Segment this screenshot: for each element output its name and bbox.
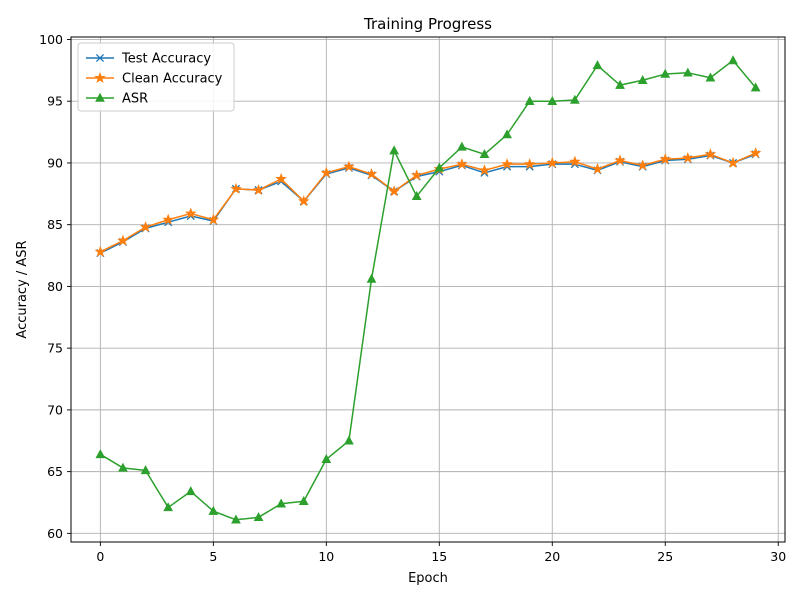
y-tick-label: 65 bbox=[47, 464, 63, 479]
clean-accuracy-point bbox=[343, 160, 355, 172]
clean-accuracy-point bbox=[139, 221, 152, 233]
legend-label: Clean Accuracy bbox=[122, 72, 223, 87]
y-tick-label: 60 bbox=[47, 526, 63, 541]
plot-area-frame bbox=[70, 36, 786, 543]
asr-point bbox=[682, 67, 693, 77]
legend-item-clean-accuracy: Clean Accuracy bbox=[86, 72, 223, 87]
legend-item-test-accuracy: Test Accuracy bbox=[86, 52, 211, 67]
x-tick-label: 30 bbox=[770, 549, 786, 564]
x-tick-label: 0 bbox=[96, 549, 104, 564]
series-clean-accuracy bbox=[94, 147, 762, 257]
clean-accuracy-point bbox=[230, 182, 242, 194]
x-tick-label: 10 bbox=[318, 549, 334, 564]
asr-point bbox=[389, 145, 399, 155]
asr-point bbox=[434, 162, 445, 172]
asr-point bbox=[298, 496, 309, 506]
asr-point bbox=[705, 72, 716, 82]
asr-point bbox=[344, 435, 354, 445]
asr-point bbox=[185, 486, 196, 496]
asr-point bbox=[457, 141, 467, 151]
asr-point bbox=[411, 191, 422, 201]
series-group bbox=[94, 55, 762, 524]
asr-point bbox=[615, 79, 625, 89]
legend-label: ASR bbox=[122, 92, 148, 107]
clean-accuracy-point bbox=[501, 158, 513, 170]
legend: Test Accuracy Clean Accuracy ASR bbox=[77, 42, 235, 112]
asr-point bbox=[524, 95, 535, 105]
clean-accuracy-point bbox=[410, 169, 423, 181]
x-tick-label: 15 bbox=[431, 549, 447, 564]
asr-point bbox=[208, 505, 219, 515]
clean-accuracy-point bbox=[546, 156, 559, 168]
x-tick-label: 20 bbox=[544, 549, 560, 564]
clean-accuracy-point bbox=[704, 148, 717, 160]
y-tick-label: 80 bbox=[47, 279, 63, 294]
clean-accuracy-point bbox=[569, 155, 581, 167]
clean-accuracy-point bbox=[207, 213, 220, 225]
clean-accuracy-point bbox=[275, 172, 287, 184]
series-asr bbox=[95, 55, 761, 524]
legend-item-asr: ASR bbox=[86, 92, 148, 107]
x-tick-label: 25 bbox=[657, 549, 673, 564]
asr-point bbox=[479, 149, 490, 159]
asr-point bbox=[569, 94, 580, 104]
axis-ticks: 0 5 10 15 20 25 30 60 65 70 75 80 85 90 95 100 bbox=[39, 32, 786, 564]
clean-accuracy-point bbox=[682, 151, 694, 163]
legend-swatch-marker bbox=[95, 92, 105, 102]
clean-accuracy-point bbox=[252, 184, 265, 195]
asr-point bbox=[366, 273, 377, 283]
clean-accuracy-point bbox=[727, 156, 739, 168]
legend-swatch-marker bbox=[94, 71, 106, 83]
test-accuracy-line bbox=[100, 153, 756, 254]
clean-accuracy-point bbox=[365, 168, 378, 179]
clean-accuracy-point bbox=[297, 195, 310, 207]
clean-accuracy-point bbox=[388, 185, 400, 197]
asr-point bbox=[502, 129, 512, 139]
asr-point bbox=[276, 498, 287, 508]
y-tick-label: 95 bbox=[47, 94, 63, 109]
clean-accuracy-point bbox=[591, 163, 604, 175]
clean-accuracy-point bbox=[523, 158, 536, 170]
asr-point bbox=[231, 514, 241, 524]
legend-label: Test Accuracy bbox=[121, 52, 211, 67]
asr-point bbox=[140, 465, 151, 475]
clean-accuracy-point bbox=[456, 158, 468, 170]
asr-point bbox=[592, 60, 603, 70]
asr-point bbox=[118, 462, 128, 472]
asr-point bbox=[163, 502, 174, 512]
asr-point bbox=[321, 454, 332, 464]
clean-accuracy-point bbox=[94, 245, 107, 257]
clean-accuracy-point bbox=[185, 207, 197, 219]
legend-box bbox=[77, 42, 235, 112]
legend-swatch-marker bbox=[95, 53, 105, 63]
x-axis-label: Epoch bbox=[408, 571, 448, 586]
clean-accuracy-point bbox=[320, 166, 333, 178]
y-tick-label: 70 bbox=[47, 402, 63, 417]
clean-accuracy-point bbox=[749, 147, 762, 158]
clean-accuracy-point bbox=[162, 213, 174, 225]
clean-accuracy-point bbox=[117, 234, 129, 246]
y-axis-label: Accuracy / ASR bbox=[15, 240, 30, 338]
y-tick-label: 100 bbox=[39, 32, 63, 47]
chart-title: Training Progress bbox=[363, 15, 492, 33]
y-tick-label: 85 bbox=[47, 217, 63, 232]
clean-accuracy-point bbox=[614, 154, 626, 166]
asr-point bbox=[253, 512, 264, 522]
clean-accuracy-point bbox=[478, 164, 491, 176]
asr-point bbox=[750, 82, 761, 92]
asr-point bbox=[660, 68, 671, 78]
asr-line bbox=[99, 59, 757, 521]
y-tick-label: 75 bbox=[47, 341, 63, 356]
x-tick-label: 5 bbox=[209, 549, 217, 564]
clean-accuracy-point bbox=[636, 159, 649, 171]
asr-point bbox=[728, 55, 738, 65]
clean-accuracy-point bbox=[659, 153, 671, 165]
asr-point bbox=[637, 74, 648, 84]
asr-point bbox=[547, 95, 558, 105]
y-tick-label: 90 bbox=[47, 155, 63, 170]
asr-point bbox=[95, 449, 106, 459]
grid-lines bbox=[71, 37, 785, 542]
